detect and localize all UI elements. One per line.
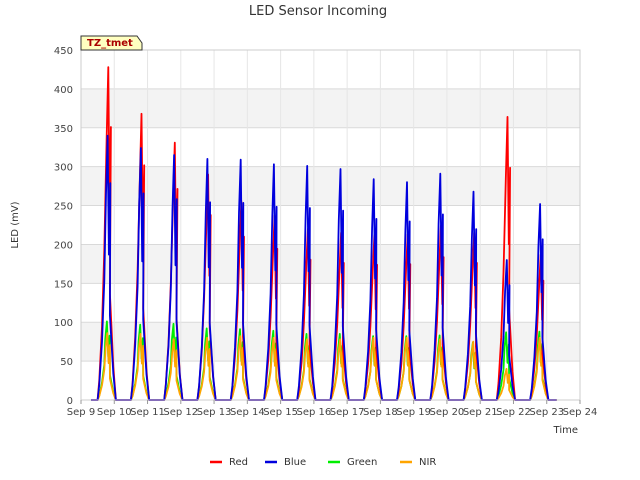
x-tick-label: Sep 23 (529, 407, 564, 418)
plot-band (81, 166, 580, 206)
site-tag-box (80, 35, 143, 51)
x-tick-label: Sep 20 (430, 407, 465, 418)
plot-band (81, 205, 580, 245)
legend-label-blue: Blue (284, 457, 306, 468)
x-axis-title: Time (553, 425, 578, 436)
plot-band (81, 283, 580, 323)
x-tick-label: Sep 18 (363, 407, 398, 418)
plot-band (81, 50, 580, 89)
x-tick-label: Sep 17 (330, 407, 365, 418)
x-tick-label: Sep 9 (67, 407, 95, 418)
plot-background (81, 50, 580, 400)
y-tick-label: 150 (54, 279, 73, 290)
x-tick-label: Sep 11 (130, 407, 165, 418)
site-tag: TZ_tmet (80, 35, 143, 51)
y-tick-label: 0 (67, 396, 73, 407)
x-tick-label: Sep 13 (197, 407, 232, 418)
x-tick-label: Sep 14 (230, 407, 265, 418)
x-tick-label: Sep 12 (163, 407, 198, 418)
site-tag-label: TZ_tmet (87, 38, 133, 49)
y-tick-label: 350 (54, 124, 73, 135)
y-tick-label: 50 (60, 357, 73, 368)
x-tick-label: Sep 16 (296, 407, 331, 418)
chart-title: LED Sensor Incoming (249, 4, 387, 19)
y-tick-label: 450 (54, 46, 73, 57)
legend-label-red: Red (229, 457, 248, 468)
plot-band (81, 244, 580, 284)
x-tick-label: Sep 24 (563, 407, 598, 418)
y-axis-ticks: 0 50 100 150 200 250 300 350 400 450 (54, 46, 73, 407)
x-tick-label: Sep 21 (463, 407, 498, 418)
legend-label-nir: NIR (419, 457, 436, 468)
y-tick-label: 250 (54, 202, 73, 213)
plot-band (81, 88, 580, 128)
x-tick-label: Sep 22 (496, 407, 531, 418)
legend-label-green: Green (347, 457, 377, 468)
x-tick-label: Sep 19 (396, 407, 431, 418)
y-axis-title: LED (mV) (10, 201, 21, 248)
y-tick-label: 200 (54, 240, 73, 251)
plot-band (81, 127, 580, 167)
plot-frame (80, 49, 581, 401)
y-tick-label: 100 (54, 318, 73, 329)
y-tick-label: 300 (54, 163, 73, 174)
x-tick-label: Sep 15 (263, 407, 298, 418)
y-tick-label: 400 (54, 85, 73, 96)
legend: Red Blue Green NIR (210, 457, 436, 468)
plot-band (81, 322, 580, 362)
x-tick-label: Sep 10 (97, 407, 132, 418)
